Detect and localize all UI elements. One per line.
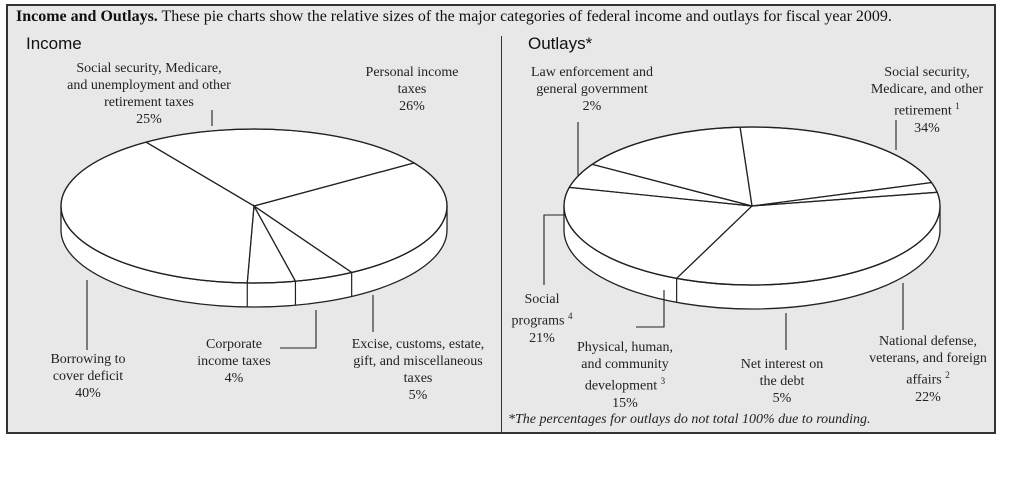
figure-caption: Income and Outlays. These pie charts sho… bbox=[16, 8, 892, 26]
outlays-footnote: *The percentages for outlays do not tota… bbox=[508, 412, 871, 427]
income-pie bbox=[60, 128, 448, 308]
label-income-borrowing: Borrowing to cover deficit 40% bbox=[50, 352, 126, 401]
leader-outlays-social-programs bbox=[543, 214, 566, 285]
income-slice-borrowing-to-cover-deficit bbox=[60, 141, 255, 284]
label-outlays-social-programs: Social programs 4 21% bbox=[511, 292, 573, 346]
leader-outlays-physical bbox=[636, 290, 665, 328]
label-leader-lines bbox=[86, 110, 904, 350]
outlays-slice-law-enforcement-and-general-gove bbox=[751, 181, 939, 207]
outlays-slice-physical-human-and-community-dev bbox=[590, 126, 753, 207]
label-income-excise: Excise, customs, estate, gift, and misce… bbox=[351, 337, 485, 403]
outlays-title: Outlays* bbox=[528, 34, 593, 53]
leader-income-corporate bbox=[280, 310, 317, 349]
label-income-corporate: Corporate income taxes 4% bbox=[197, 337, 271, 386]
label-income-personal: Personal income taxes 26% bbox=[365, 65, 459, 114]
income-slice-personal-income-taxes bbox=[252, 162, 448, 274]
outlays-slice-social-programs bbox=[739, 126, 933, 207]
income-slice-social-security-medicare-and-une bbox=[144, 128, 416, 207]
outlays-slice-national-defense-veterans-and-fo bbox=[563, 186, 754, 280]
label-outlays-physical: Physical, human, and community developme… bbox=[576, 340, 674, 411]
label-outlays-law: Law enforcement and general government 2… bbox=[530, 65, 654, 114]
caption-text: These pie charts show the relative sizes… bbox=[161, 8, 892, 25]
income-title: Income bbox=[26, 34, 82, 53]
label-outlays-interest: Net interest on the debt 5% bbox=[740, 357, 824, 406]
label-outlays-defense: National defense, veterans, and foreign … bbox=[869, 334, 987, 405]
label-outlays-social-security: Social security, Medicare, and other ret… bbox=[870, 65, 984, 136]
outlays-slice-social-security-medicare-and-oth bbox=[675, 191, 941, 286]
panel-divider bbox=[501, 36, 502, 434]
caption-bold: Income and Outlays. bbox=[16, 8, 158, 25]
outlays-pie bbox=[563, 126, 941, 310]
label-income-social-security: Social security, Medicare, and unemploym… bbox=[67, 61, 231, 127]
